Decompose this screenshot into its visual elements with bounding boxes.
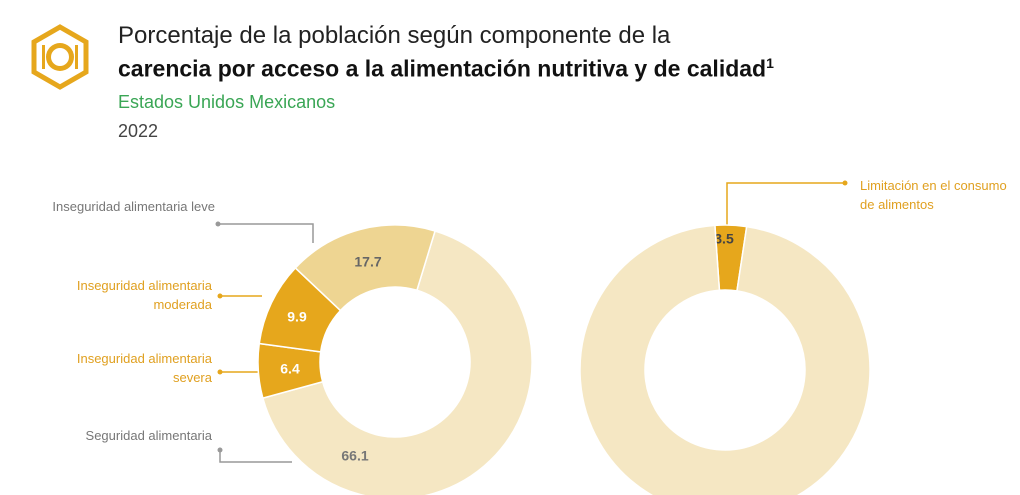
value-label: 9.9 [287, 309, 307, 325]
title-note: 1 [766, 55, 774, 71]
leader-lines [218, 182, 845, 463]
category-label: Inseguridad alimentaria severa [76, 351, 212, 385]
title: Porcentaje de la población según compone… [118, 22, 671, 49]
value-label: 66.1 [341, 448, 368, 464]
leader-dots [215, 180, 848, 453]
donut-segment [294, 224, 436, 312]
value-label: 17.7 [354, 254, 381, 270]
category-label: Limitación en el consumo de alimentos [860, 178, 1007, 212]
donut-segment [579, 224, 871, 495]
value-label: 3.5 [714, 231, 734, 247]
category-label: Inseguridad alimentaria leve [52, 199, 215, 214]
value-label: 6.4 [280, 361, 300, 377]
title-line: carencia por acceso a la alimentación nu… [118, 55, 767, 82]
subtitle: Estados Unidos Mexicanos [118, 92, 336, 112]
year: 2022 [118, 121, 159, 141]
title-bold: carencia por acceso a la alimentación nu… [118, 55, 774, 83]
donut-segment [261, 230, 533, 495]
icon [31, 24, 89, 90]
category-label: Inseguridad alimentaria moderada [76, 278, 212, 312]
category-label: Seguridad alimentaria [85, 428, 212, 443]
